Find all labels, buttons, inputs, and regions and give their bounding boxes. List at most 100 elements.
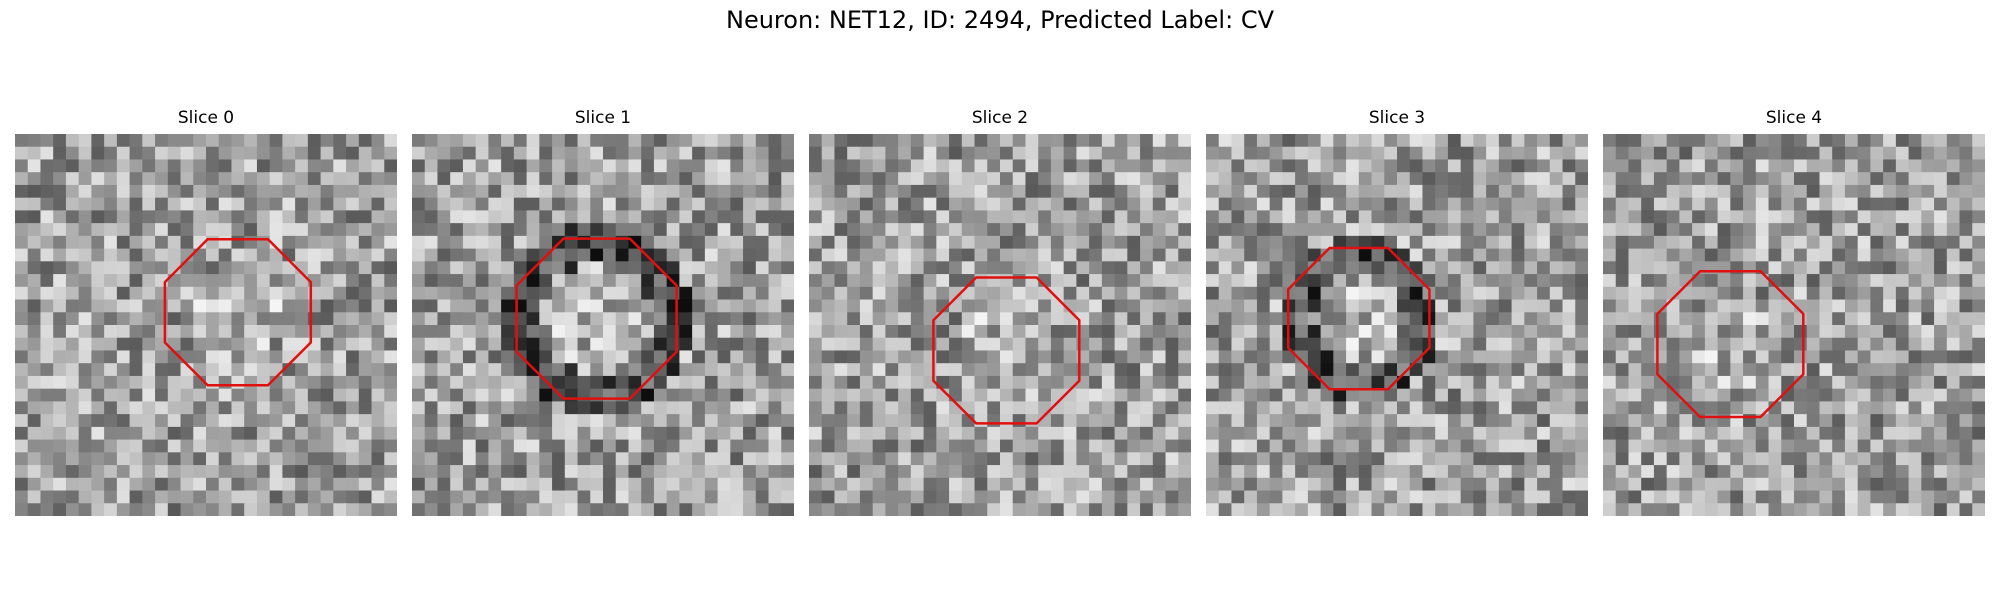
pixel [1244, 337, 1258, 352]
pixel [1921, 439, 1935, 453]
pixel [218, 312, 233, 326]
pixel [1498, 146, 1513, 161]
pixel [1422, 261, 1436, 275]
pixel [1282, 210, 1296, 224]
pixel [513, 375, 528, 390]
pixel [1895, 363, 1910, 377]
pixel [1549, 350, 1564, 364]
pixel [552, 299, 566, 313]
pixel [358, 477, 373, 492]
pixel [269, 223, 283, 237]
pixel [1921, 159, 1935, 173]
pixel [40, 312, 54, 326]
pixel [15, 401, 29, 415]
pixel [1000, 184, 1014, 199]
pixel [666, 172, 680, 186]
pixel [206, 439, 220, 453]
pixel [1422, 197, 1436, 211]
pixel [1959, 210, 1973, 224]
pixel [1921, 401, 1935, 415]
pixel [40, 184, 54, 199]
pixel [1641, 172, 1655, 186]
pixel [1206, 274, 1220, 288]
pixel [1794, 401, 1808, 415]
pixel [603, 375, 617, 390]
pixel [295, 210, 309, 224]
pixel [1692, 134, 1706, 148]
pixel [577, 388, 591, 402]
pixel [501, 426, 515, 441]
pixel [1603, 146, 1617, 161]
pixel [666, 235, 680, 250]
pixel [244, 299, 258, 313]
pixel [768, 146, 782, 161]
pixel [1921, 388, 1935, 402]
pixel [821, 312, 836, 326]
pixel [1704, 184, 1719, 199]
pixel [1641, 375, 1655, 390]
pixel [371, 210, 385, 224]
pixel [730, 134, 744, 148]
pixel [666, 490, 680, 504]
pixel [1921, 490, 1935, 504]
pixel [564, 286, 579, 301]
pixel [1333, 477, 1347, 492]
pixel [295, 184, 309, 199]
pixel [282, 312, 296, 326]
pixel [1743, 261, 1757, 275]
pixel [412, 465, 426, 479]
pixel [1908, 452, 1922, 466]
pixel [78, 134, 92, 148]
pixel [1447, 274, 1462, 288]
pixel [949, 490, 963, 504]
pixel [437, 350, 451, 364]
pixel [987, 223, 1001, 237]
pixel [65, 274, 80, 288]
pixel [53, 465, 67, 479]
pixel [781, 325, 794, 339]
pixel [1012, 134, 1027, 148]
pixel [717, 375, 731, 390]
pixel [371, 286, 385, 301]
pixel [1307, 197, 1322, 211]
pixel [1755, 134, 1770, 148]
pixel [450, 350, 464, 364]
pixel [1012, 299, 1027, 313]
pixel [91, 134, 105, 148]
pixel [53, 210, 67, 224]
pixel [78, 452, 92, 466]
pixel [1666, 172, 1680, 186]
pixel [1844, 197, 1859, 211]
pixel [1959, 388, 1973, 402]
pixel [1511, 197, 1525, 211]
pixel [513, 388, 528, 402]
pixel [1384, 490, 1398, 504]
pixel [1934, 223, 1948, 237]
pixel [1959, 401, 1973, 415]
pixel [590, 375, 604, 390]
pixel [231, 337, 245, 352]
pixel [167, 363, 182, 377]
pixel [1549, 299, 1564, 313]
pixel [704, 134, 719, 148]
pixel [859, 388, 874, 402]
pixel [1063, 261, 1077, 275]
pixel [1371, 197, 1385, 211]
pixel [142, 439, 156, 453]
pixel [603, 146, 617, 161]
pixel [1397, 414, 1411, 428]
pixel [961, 426, 976, 441]
pixel [1575, 261, 1588, 275]
pixel [462, 388, 477, 402]
pixel [424, 503, 439, 516]
pixel [923, 235, 937, 250]
pixel [859, 274, 874, 288]
pixel [1447, 312, 1462, 326]
pixel [653, 248, 668, 262]
pixel [320, 452, 334, 466]
pixel [180, 503, 194, 516]
pixel [1908, 197, 1922, 211]
pixel [1666, 146, 1680, 161]
pixel [1832, 146, 1846, 161]
pixel [910, 159, 925, 173]
